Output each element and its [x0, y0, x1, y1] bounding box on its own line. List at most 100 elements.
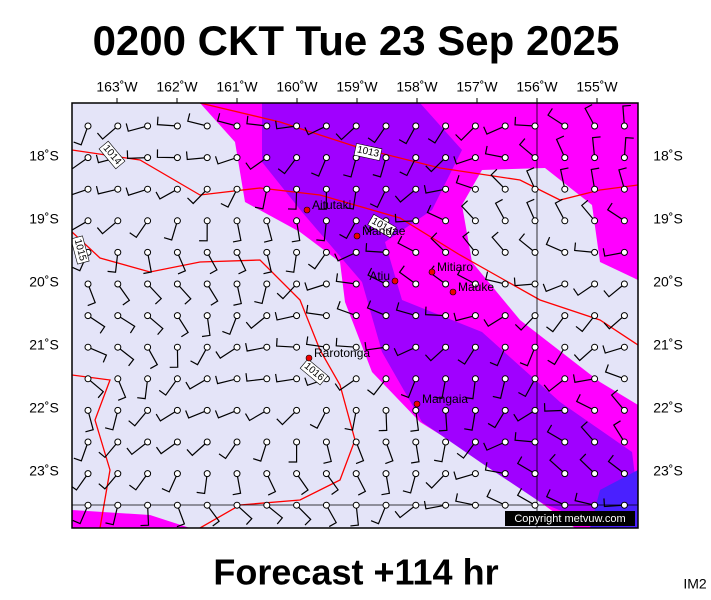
station: [173, 406, 181, 414]
wind-barb: [336, 301, 357, 317]
station: [501, 438, 509, 446]
wind-barb: [372, 157, 387, 178]
station: [352, 280, 360, 288]
station: [84, 217, 92, 225]
station: [501, 343, 509, 351]
station: [382, 154, 390, 162]
wind-barb: [233, 283, 242, 306]
wind-barb: [591, 136, 601, 158]
station: [173, 248, 181, 256]
isobar-label-box: [299, 358, 329, 386]
station: [233, 217, 241, 225]
station: [561, 248, 569, 256]
station: [501, 280, 509, 288]
station: [531, 438, 539, 446]
station: [144, 185, 152, 193]
wind-barb: [394, 188, 417, 203]
station: [263, 406, 271, 414]
station: [114, 217, 122, 225]
wind-barb: [575, 394, 595, 411]
wind-barb: [574, 492, 595, 506]
wind-barb: [489, 346, 506, 367]
station: [322, 501, 330, 509]
wind-barb: [252, 441, 268, 462]
wind-barb: [464, 378, 476, 400]
station: [442, 312, 450, 320]
isobar-label-box: [98, 140, 126, 170]
wind-barb: [266, 504, 284, 525]
station: [471, 438, 479, 446]
station: [114, 185, 122, 193]
wind-barb: [518, 378, 536, 398]
station: [412, 375, 420, 383]
lat-label: 23˚S: [29, 463, 59, 479]
wind-barb: [490, 168, 506, 190]
wind-barb: [325, 504, 338, 528]
wind-barb: [438, 410, 448, 432]
station: [322, 406, 330, 414]
wind-barb: [285, 252, 298, 273]
wind-barb: [364, 341, 387, 351]
wind-barb: [400, 378, 417, 399]
station: [561, 406, 569, 414]
wind-barb: [423, 185, 446, 194]
wind-barb: [549, 453, 566, 475]
wind-barb: [516, 487, 536, 506]
wind-barb: [453, 312, 476, 322]
wind-barb: [393, 346, 417, 357]
wind-barb: [399, 157, 417, 177]
wind-barb: [316, 220, 327, 242]
wind-barb: [161, 473, 178, 493]
wind-barb: [606, 202, 625, 222]
wind-barb: [546, 424, 566, 443]
wind-barb: [334, 251, 357, 262]
station: [173, 438, 181, 446]
wind-barb: [410, 410, 420, 432]
wind-barb: [158, 378, 178, 396]
station: [471, 248, 479, 256]
station: [382, 312, 390, 320]
station: [144, 280, 152, 288]
wind-barb: [546, 315, 566, 333]
station: [322, 312, 330, 320]
station: [173, 343, 181, 351]
station: [233, 248, 241, 256]
wind-barb: [87, 378, 105, 399]
wind-barb: [104, 410, 119, 431]
wind-barb: [126, 441, 148, 456]
station: [471, 217, 479, 225]
station: [352, 375, 360, 383]
wind-barb: [274, 312, 297, 321]
wind-barb: [137, 378, 149, 400]
wind-barb: [232, 473, 242, 496]
station: [412, 470, 420, 478]
station: [531, 122, 539, 130]
wind-barb: [555, 135, 566, 158]
station: [144, 217, 152, 225]
station: [471, 122, 479, 130]
isobar-label-box: [72, 235, 90, 265]
station: [591, 217, 599, 225]
wind-barb: [156, 149, 178, 159]
station: [293, 501, 301, 509]
station: [561, 312, 569, 320]
station: [144, 501, 152, 509]
station: [263, 438, 271, 446]
station: [114, 406, 122, 414]
station: [382, 185, 390, 193]
wind-barb: [288, 441, 298, 463]
station: [293, 312, 301, 320]
station: [352, 501, 360, 509]
wind-barb: [304, 282, 327, 291]
station: [322, 185, 330, 193]
wind-barb: [462, 231, 476, 253]
station: [203, 154, 211, 162]
station: [561, 375, 569, 383]
station: [442, 280, 450, 288]
wind-barb: [236, 252, 247, 275]
station: [173, 122, 181, 130]
station: [471, 406, 479, 414]
wind-barb: [343, 157, 357, 178]
station: [322, 248, 330, 256]
